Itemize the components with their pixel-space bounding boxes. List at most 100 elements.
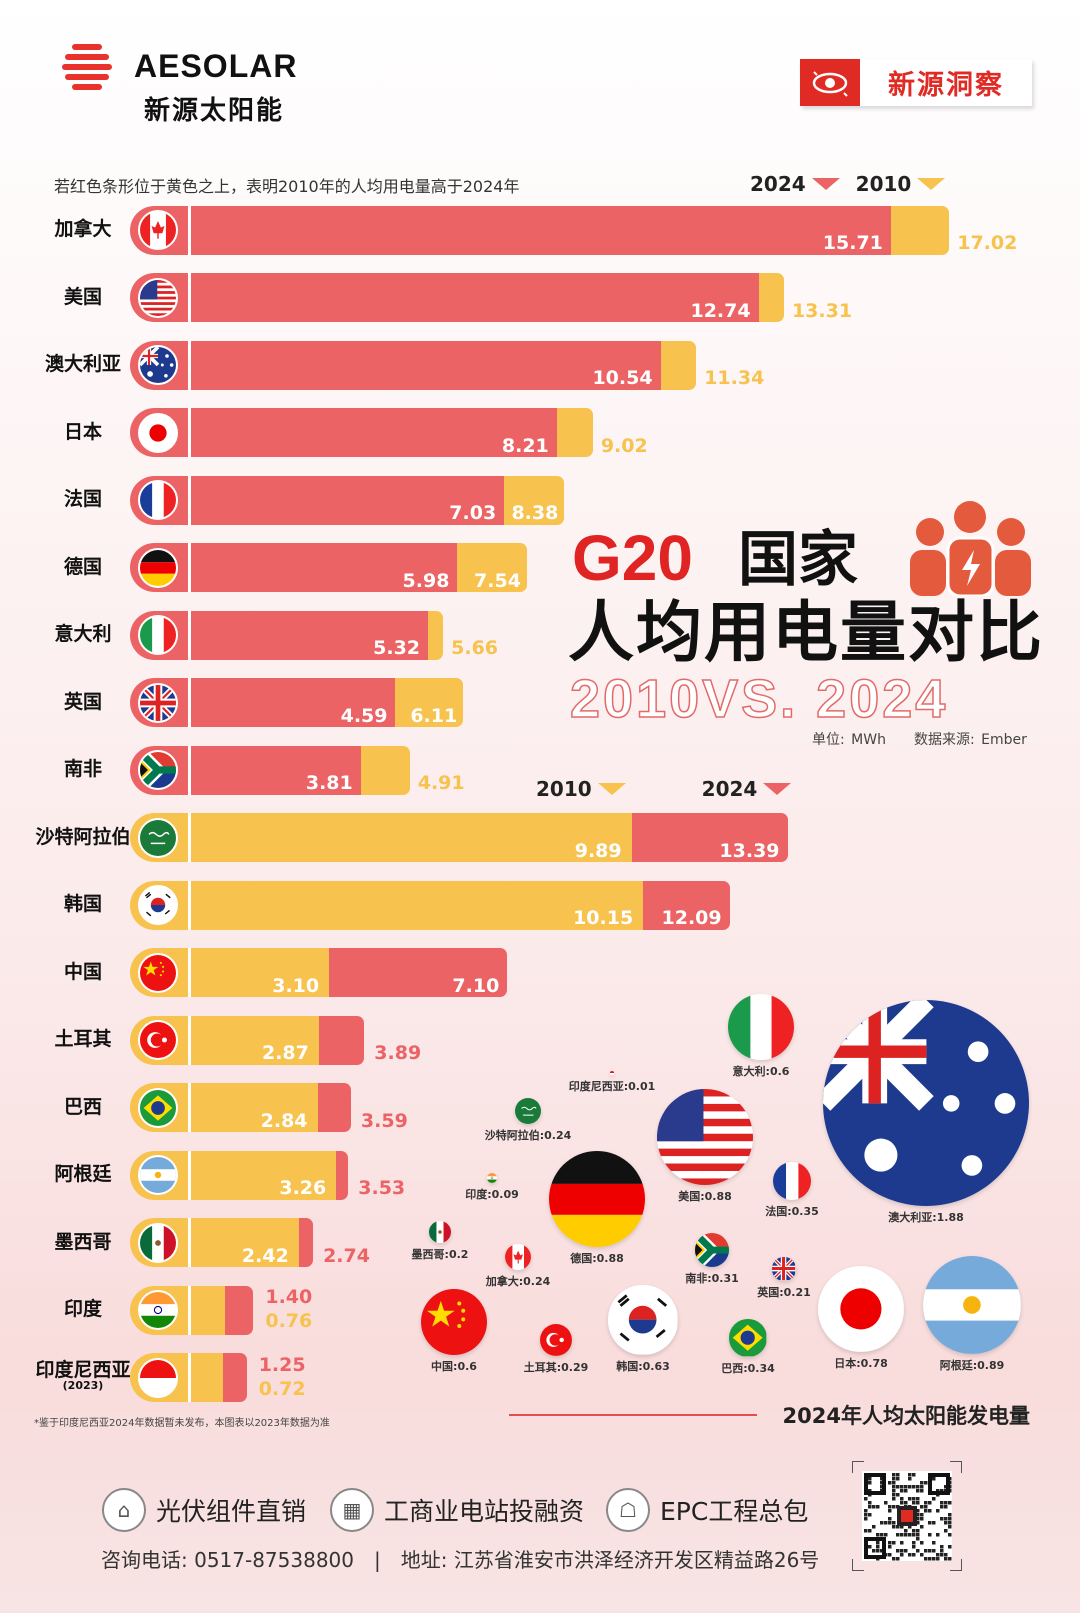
- value-2010: 0.72: [258, 1377, 306, 1400]
- service-item: ▦ 工商业电站投融资: [330, 1488, 584, 1532]
- value-2010: 8.38: [511, 502, 559, 524]
- solar-chart-title: 2024年人均太阳能发电量: [782, 1404, 1030, 1428]
- bar-2010: [191, 1353, 224, 1402]
- divider-line: [509, 1414, 757, 1416]
- bar-separator: [188, 1218, 191, 1267]
- value-2010: 6.11: [410, 704, 458, 727]
- title-main: 人均用电量对比: [568, 594, 1044, 671]
- service-label: 光伏组件直销: [156, 1497, 307, 1526]
- flag-bubble-it: [728, 994, 794, 1060]
- bar-separator: [188, 678, 191, 727]
- bar-separator: [188, 745, 191, 795]
- value-2010: 5.66: [451, 637, 499, 659]
- bar-separator: [188, 1150, 191, 1200]
- bar-separator: [188, 1083, 191, 1132]
- flag-bubble-sa: [514, 1097, 542, 1125]
- country-name: 德国: [63, 555, 102, 578]
- bar-separator: [188, 1285, 191, 1335]
- bubble-label: 韩国:0.63: [616, 1359, 670, 1373]
- service-item: ☖ EPC工程总包: [606, 1488, 808, 1532]
- country-name: 澳大利亚: [44, 353, 121, 375]
- value-2024: 1.40: [265, 1286, 313, 1308]
- value-2010: 4.91: [417, 772, 465, 794]
- value-2010: 7.54: [474, 569, 521, 592]
- bar-2024: [191, 340, 661, 390]
- legend-2024: 2024: [750, 172, 806, 196]
- country-label: 印度: [27, 1299, 139, 1320]
- flag-in-icon: [138, 1290, 178, 1330]
- value-2010: 11.34: [704, 367, 765, 389]
- triangle-icon: [811, 178, 840, 190]
- bar-separator: [188, 273, 191, 322]
- flag-au-icon: [138, 345, 178, 385]
- country-label: 印度尼西亚 (2023): [27, 1358, 139, 1393]
- qr-code[interactable]: [852, 1461, 962, 1571]
- bubble-label: 英国:0.21: [757, 1285, 811, 1299]
- country-name: 墨西哥: [54, 1230, 112, 1253]
- people-power-icon: [910, 501, 1031, 596]
- flag-bubble-de: [548, 1150, 646, 1248]
- flag-bubble-tr: [540, 1324, 572, 1356]
- chart-note: 若红色条形位于黄色之上，表明2010年的人均用电量高于2024年: [54, 177, 520, 196]
- bar-2024: [191, 543, 458, 592]
- country-name: 印度尼西亚: [35, 1358, 131, 1381]
- brand-name: AESOLAR: [134, 48, 298, 84]
- flag-kr-icon: [138, 885, 178, 925]
- bar-separator: [188, 1015, 191, 1065]
- flag-bubble-za: [694, 1232, 730, 1268]
- flag-bubble-jp: [818, 1266, 904, 1352]
- service-label: EPC工程总包: [660, 1497, 809, 1526]
- service-item: ⌂ 光伏组件直销: [102, 1488, 306, 1532]
- value-2024: 7.10: [452, 974, 500, 997]
- bar-separator: [188, 948, 191, 997]
- bar-2024: [191, 205, 891, 255]
- triangle-icon: [763, 783, 792, 795]
- country-label: 墨西哥: [27, 1230, 139, 1253]
- country-name: 巴西: [63, 1095, 102, 1118]
- country-label: 阿根廷: [27, 1164, 139, 1185]
- value-2024: 7.03: [449, 502, 497, 524]
- value-2024: 3.81: [305, 772, 353, 794]
- bar-2010: [191, 1015, 319, 1065]
- insight-badge: 新源洞察: [800, 59, 1032, 106]
- solar-panel-icon: ⌂: [102, 1488, 146, 1532]
- bar-2010: [191, 813, 632, 862]
- triangle-icon: [597, 783, 626, 795]
- title-g20: G20: [572, 522, 693, 594]
- logo-icon: [62, 44, 112, 90]
- bubble-label: 美国:0.88: [678, 1190, 732, 1204]
- country-label: 法国: [27, 489, 139, 510]
- bubble-label: 加拿大:0.24: [485, 1275, 551, 1289]
- bar-2024: [191, 610, 428, 660]
- legend-top: 2024 2010: [750, 172, 946, 196]
- value-2024: 3.53: [358, 1177, 406, 1199]
- value-2024: 1.25: [258, 1353, 306, 1376]
- country-label: 南非: [27, 759, 139, 780]
- title-countries: 国家: [738, 525, 858, 595]
- unit-label: 单位: MWh: [812, 732, 886, 748]
- value-2010: 2.84: [260, 1109, 308, 1132]
- country-name: 英国: [63, 690, 102, 713]
- bar-separator: [188, 813, 191, 862]
- country-label: 澳大利亚: [27, 354, 139, 375]
- value-2010: 2.87: [261, 1042, 309, 1064]
- value-2024: 12.74: [690, 299, 751, 322]
- flag-gb-icon: [138, 682, 178, 723]
- flag-ar-icon: [138, 1155, 178, 1195]
- bar-2024: [191, 273, 759, 322]
- country-name: 土耳其: [54, 1028, 112, 1050]
- value-2010: 10.15: [573, 907, 634, 929]
- bar-2024: [191, 475, 505, 525]
- flag-bubble-cn: [421, 1289, 487, 1355]
- bar-2010: [191, 1150, 337, 1200]
- country-name: 阿根廷: [54, 1163, 112, 1185]
- country-name: 韩国: [63, 893, 102, 915]
- flag-bubble-fr: [772, 1161, 812, 1201]
- value-2024: 12.09: [661, 907, 722, 929]
- country-note: (2023): [62, 1379, 104, 1393]
- flag-bubble-ca: [504, 1243, 532, 1271]
- flag-bubble-au: [822, 999, 1030, 1207]
- country-label: 日本: [27, 421, 139, 443]
- bar-2024: [191, 678, 396, 727]
- value-2024: 3.89: [374, 1042, 422, 1064]
